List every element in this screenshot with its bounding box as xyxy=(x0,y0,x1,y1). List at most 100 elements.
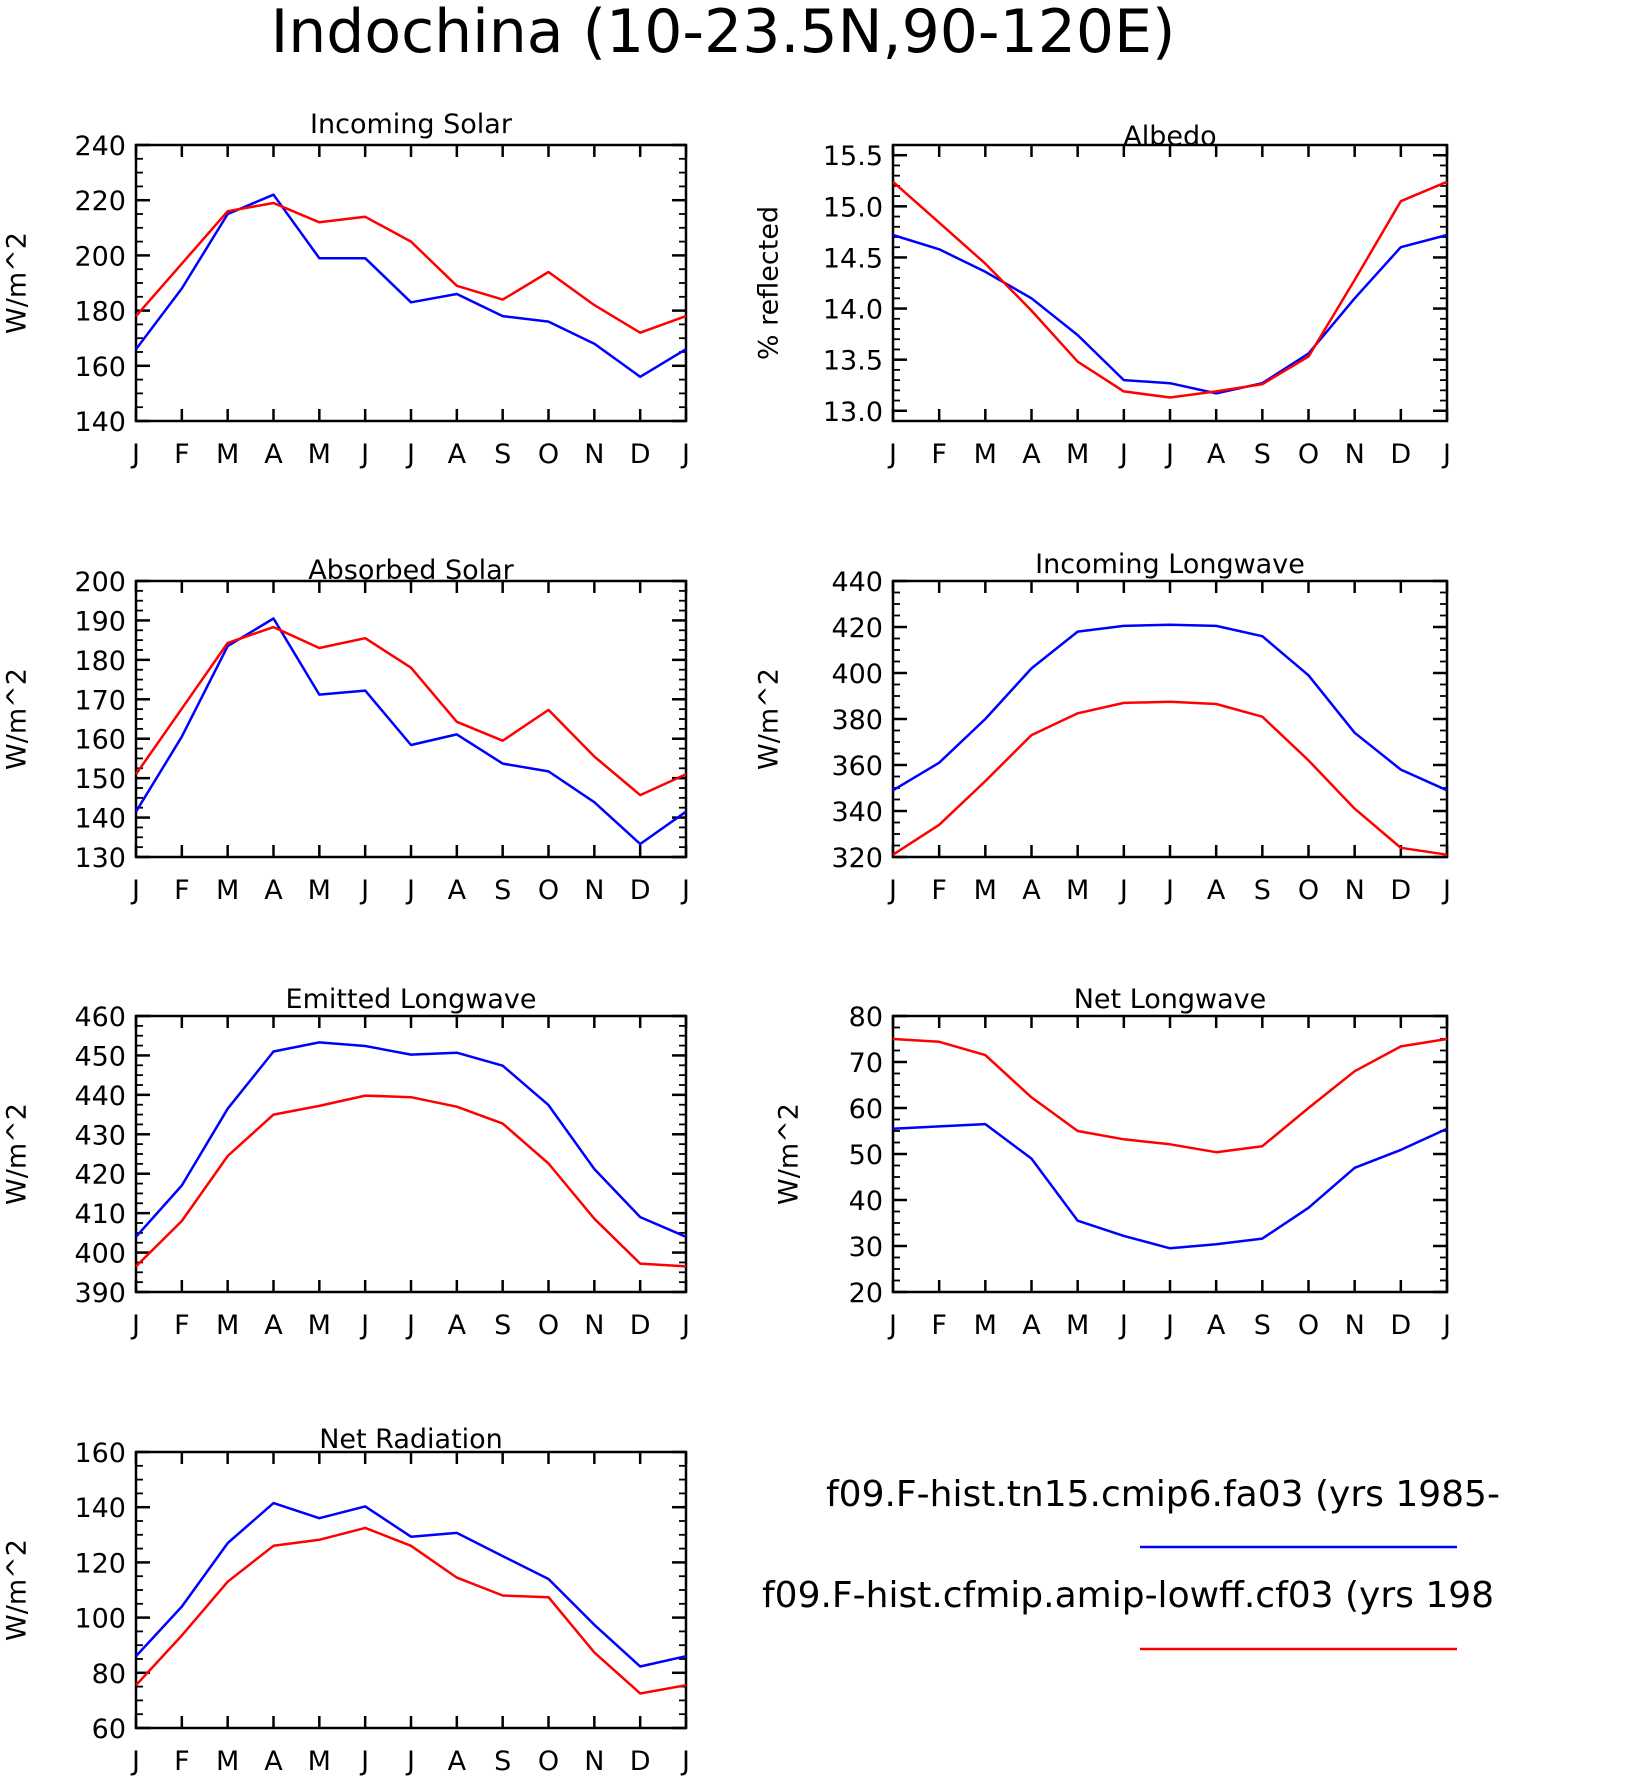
x-tick-label: A xyxy=(1022,1310,1041,1341)
y-tick-label: 190 xyxy=(74,606,126,637)
x-tick-label: S xyxy=(494,1746,511,1777)
x-tick-label: O xyxy=(538,1746,559,1777)
x-tick-label: A xyxy=(264,875,283,906)
x-tick-label: J xyxy=(405,439,415,470)
x-tick-label: J xyxy=(130,439,140,470)
y-tick-label: 450 xyxy=(74,1041,126,1072)
x-tick-label: A xyxy=(1207,875,1226,906)
y-tick-label: 60 xyxy=(92,1714,126,1745)
x-tick-label: A xyxy=(1207,439,1226,470)
x-tick-label: M xyxy=(216,439,239,470)
y-tick-label: 40 xyxy=(849,1186,883,1217)
x-tick-label: D xyxy=(1390,875,1411,906)
x-tick-label: M xyxy=(308,439,331,470)
x-tick-label: A xyxy=(448,439,467,470)
x-tick-label: M xyxy=(974,1310,997,1341)
series-line-blue xyxy=(892,233,1448,395)
y-axis-label: W/m^2 xyxy=(774,1103,805,1205)
y-axis-label: W/m^2 xyxy=(2,232,33,334)
x-tick-label: J xyxy=(405,1746,415,1777)
x-tick-label: J xyxy=(359,439,369,470)
y-tick-label: 420 xyxy=(74,1160,126,1191)
y-tick-label: 80 xyxy=(92,1659,126,1690)
x-tick-label: J xyxy=(680,1310,690,1341)
panel-title: Incoming Longwave xyxy=(1035,549,1305,580)
series-line-red xyxy=(892,700,1448,856)
x-tick-label: A xyxy=(448,875,467,906)
x-tick-label: A xyxy=(264,1746,283,1777)
x-tick-label: J xyxy=(1441,1310,1451,1341)
x-tick-label: D xyxy=(630,875,651,906)
panel-title: Absorbed Solar xyxy=(308,555,514,586)
x-tick-label: N xyxy=(584,439,604,470)
y-tick-label: 15.0 xyxy=(823,192,883,223)
x-tick-label: J xyxy=(1441,439,1451,470)
series-line-red xyxy=(892,180,1448,399)
x-tick-label: N xyxy=(584,1310,604,1341)
series-line-blue xyxy=(134,617,687,846)
x-tick-label: A xyxy=(1022,439,1041,470)
x-tick-label: M xyxy=(216,875,239,906)
x-tick-label: O xyxy=(1298,1310,1319,1341)
y-tick-label: 410 xyxy=(74,1199,126,1230)
x-tick-label: M xyxy=(216,1310,239,1341)
series-line-blue xyxy=(892,623,1448,792)
x-tick-label: M xyxy=(308,1746,331,1777)
x-tick-label: F xyxy=(931,875,947,906)
series-line-red xyxy=(135,1526,687,1695)
legend-entry-2-label: f09.F-hist.cfmip.amip-lowff.cf03 (yrs 19… xyxy=(762,1575,1494,1616)
x-tick-label: M xyxy=(308,1310,331,1341)
x-tick-label: O xyxy=(538,1310,559,1341)
x-tick-label: D xyxy=(630,1310,651,1341)
plot-frame xyxy=(134,1014,688,1294)
x-tick-label: J xyxy=(887,1310,897,1341)
plot-frame xyxy=(891,143,1449,423)
x-tick-label: J xyxy=(1118,1310,1128,1341)
y-tick-label: 200 xyxy=(74,241,126,272)
y-tick-label: 130 xyxy=(74,843,126,874)
y-tick-label: 100 xyxy=(74,1604,126,1635)
panel-title: Albedo xyxy=(1123,121,1216,152)
y-tick-label: 390 xyxy=(74,1278,126,1309)
x-tick-label: A xyxy=(1207,1310,1226,1341)
x-tick-label: M xyxy=(974,875,997,906)
panels-group: J F M A M J J A S O N D J140160180200220240Incoming … xyxy=(2,109,1451,1777)
y-tick-label: 70 xyxy=(849,1048,883,1079)
y-tick-label: 160 xyxy=(74,352,126,383)
plot-frame xyxy=(134,1450,688,1730)
x-tick-label: N xyxy=(584,875,604,906)
series-line-blue xyxy=(892,1122,1448,1250)
panel-title: Emitted Longwave xyxy=(286,984,537,1015)
panel-title: Net Longwave xyxy=(1074,984,1267,1015)
x-tick-label: J xyxy=(359,1746,369,1777)
chart-panel-1: J F M A M J J A S O N D J140160180200220240Incoming … xyxy=(2,109,690,470)
x-tick-label: A xyxy=(1022,875,1041,906)
y-tick-label: 20 xyxy=(849,1278,883,1309)
plot-frame xyxy=(134,143,688,423)
x-tick-label: D xyxy=(630,439,651,470)
x-tick-label: N xyxy=(584,1746,604,1777)
y-tick-label: 320 xyxy=(831,843,883,874)
y-tick-label: 60 xyxy=(849,1094,883,1125)
x-tick-label: J xyxy=(680,439,690,470)
legend: f09.F-hist.tn15.cmip6.fa03 (yrs 1985- f0… xyxy=(762,1474,1500,1651)
x-tick-label: O xyxy=(1298,439,1319,470)
x-tick-label: N xyxy=(1345,1310,1365,1341)
x-tick-label: M xyxy=(1066,439,1089,470)
figure-title: Indochina (10-23.5N,90-120E) xyxy=(271,0,1176,67)
x-tick-label: J xyxy=(405,1310,415,1341)
x-tick-label: J xyxy=(130,1746,140,1777)
y-tick-label: 440 xyxy=(74,1081,126,1112)
x-tick-label: F xyxy=(174,875,190,906)
series-line-blue xyxy=(135,1501,687,1668)
y-tick-label: 14.0 xyxy=(823,295,883,326)
y-axis-label: W/m^2 xyxy=(2,668,33,770)
y-tick-label: 140 xyxy=(74,407,126,438)
x-tick-label: M xyxy=(216,1746,239,1777)
y-tick-label: 140 xyxy=(74,804,126,835)
y-tick-label: 160 xyxy=(74,725,126,756)
